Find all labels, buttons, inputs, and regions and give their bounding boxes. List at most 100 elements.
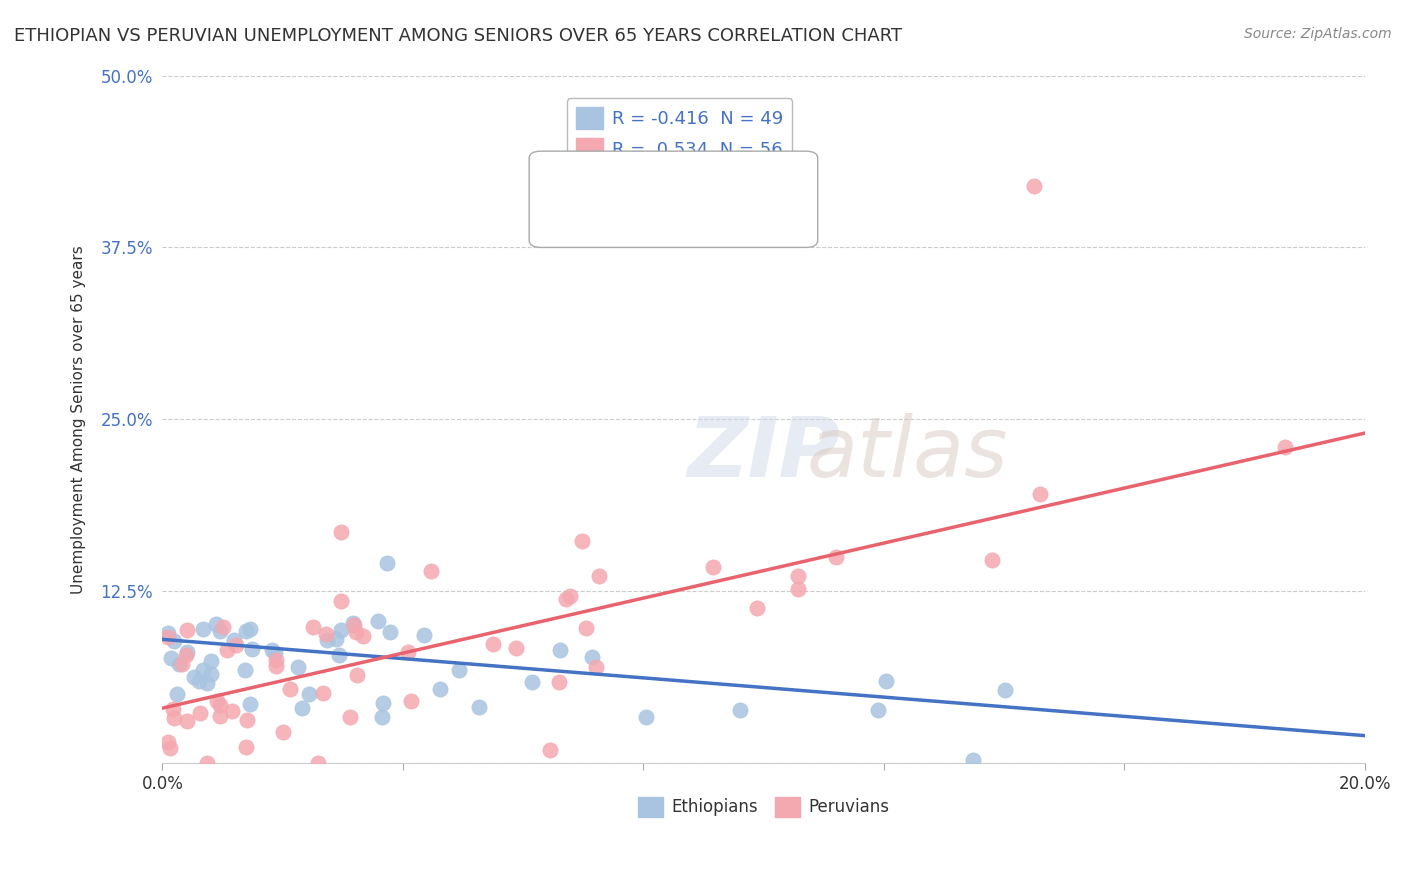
- Point: [588, 569, 610, 583]
- Point: [157, 734, 180, 748]
- Text: ZIP: ZIP: [688, 413, 839, 494]
- FancyBboxPatch shape: [529, 151, 818, 247]
- Point: [312, 686, 335, 700]
- Point: [371, 710, 394, 724]
- Text: ETHIOPIAN VS PERUVIAN UNEMPLOYMENT AMONG SENIORS OVER 65 YEARS CORRELATION CHART: ETHIOPIAN VS PERUVIAN UNEMPLOYMENT AMONG…: [14, 27, 903, 45]
- Point: [240, 642, 263, 657]
- Point: [239, 622, 262, 636]
- Point: [166, 687, 188, 701]
- Point: [208, 708, 231, 723]
- Point: [481, 637, 503, 651]
- Point: [200, 654, 222, 668]
- Point: [352, 629, 374, 643]
- Point: [205, 617, 228, 632]
- Point: [575, 621, 598, 635]
- Point: [225, 638, 247, 652]
- Point: [291, 701, 314, 715]
- Point: [378, 624, 401, 639]
- Point: [315, 633, 337, 648]
- Point: [298, 688, 321, 702]
- Point: [239, 698, 262, 712]
- Point: [167, 657, 190, 671]
- Point: [157, 630, 180, 644]
- Point: [170, 657, 193, 672]
- Point: [581, 649, 603, 664]
- Point: [585, 660, 607, 674]
- Point: [401, 694, 423, 708]
- Point: [419, 564, 441, 578]
- Point: [555, 592, 578, 607]
- Point: [200, 666, 222, 681]
- Point: [824, 550, 846, 565]
- Text: atlas: atlas: [807, 413, 1008, 494]
- Point: [195, 756, 218, 771]
- Point: [193, 623, 215, 637]
- Point: [343, 618, 366, 632]
- Point: [412, 628, 434, 642]
- Point: [548, 675, 571, 690]
- Point: [207, 694, 229, 708]
- Point: [1274, 440, 1296, 454]
- Point: [367, 614, 389, 628]
- Point: [1024, 178, 1046, 193]
- Point: [273, 724, 295, 739]
- Point: [183, 670, 205, 684]
- Point: [571, 533, 593, 548]
- Point: [278, 682, 301, 697]
- Point: [875, 673, 897, 688]
- Point: [328, 648, 350, 662]
- Point: [468, 700, 491, 714]
- Point: [538, 743, 561, 757]
- Point: [208, 698, 231, 712]
- Point: [373, 697, 395, 711]
- Point: [176, 714, 198, 729]
- Point: [342, 615, 364, 630]
- Point: [233, 663, 256, 677]
- Point: [315, 627, 337, 641]
- Point: [174, 648, 197, 662]
- Point: [558, 589, 581, 603]
- Point: [235, 740, 257, 755]
- Point: [330, 624, 353, 638]
- Point: [346, 667, 368, 681]
- Point: [188, 706, 211, 721]
- Point: [262, 642, 284, 657]
- Point: [208, 624, 231, 639]
- Point: [981, 553, 1004, 567]
- Point: [962, 753, 984, 767]
- Point: [330, 593, 353, 607]
- Point: [377, 556, 399, 570]
- Point: [197, 675, 219, 690]
- Point: [193, 664, 215, 678]
- Point: [264, 646, 287, 660]
- Point: [994, 683, 1017, 698]
- Point: [176, 645, 198, 659]
- Point: [728, 703, 751, 717]
- Point: [160, 650, 183, 665]
- Point: [787, 582, 810, 596]
- Y-axis label: Unemployment Among Seniors over 65 years: Unemployment Among Seniors over 65 years: [72, 245, 86, 594]
- Point: [176, 623, 198, 637]
- Point: [339, 709, 361, 723]
- Legend: Ethiopians, Peruvians: Ethiopians, Peruvians: [631, 790, 896, 823]
- Point: [447, 663, 470, 677]
- Point: [522, 675, 544, 690]
- Point: [325, 632, 347, 647]
- Point: [187, 674, 209, 689]
- Point: [307, 756, 329, 771]
- Point: [221, 704, 243, 718]
- Point: [866, 703, 889, 717]
- Point: [215, 643, 238, 657]
- Point: [505, 640, 527, 655]
- Point: [235, 624, 257, 638]
- Point: [211, 620, 233, 634]
- Point: [224, 633, 246, 648]
- Point: [159, 741, 181, 756]
- Point: [266, 659, 288, 673]
- Point: [429, 682, 451, 697]
- Point: [548, 642, 571, 657]
- Point: [702, 559, 724, 574]
- Point: [266, 652, 288, 666]
- Point: [1028, 487, 1050, 501]
- Point: [236, 713, 259, 727]
